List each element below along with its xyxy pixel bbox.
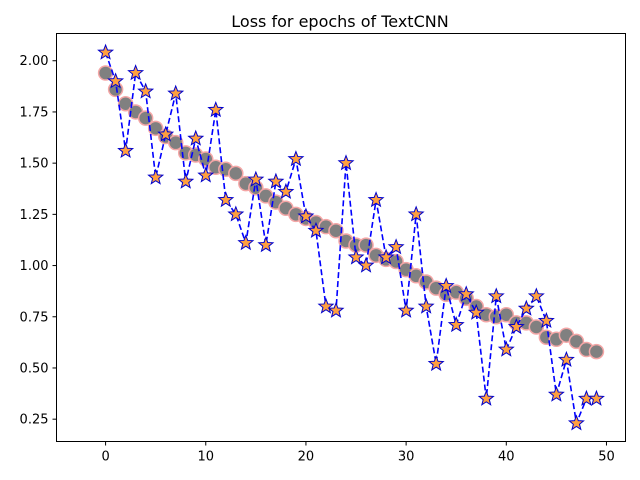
star-point <box>187 129 205 146</box>
star-point <box>217 191 235 208</box>
star-point <box>107 72 125 89</box>
star-point <box>377 248 395 265</box>
x-tick-label: 20 <box>298 450 315 465</box>
star-point <box>97 43 115 60</box>
star-point <box>587 389 605 406</box>
y-tick-label: 0.75 <box>20 310 49 325</box>
star-point <box>547 385 565 402</box>
y-axis: 0.25 0.50 0.75 1.00 1.25 1.50 1.75 2.00 <box>20 54 57 428</box>
star-point <box>467 303 485 320</box>
star-point <box>347 248 365 265</box>
star-point <box>367 191 385 208</box>
circle-point <box>228 165 244 182</box>
circle-point <box>97 65 114 81</box>
x-tick-label: 0 <box>101 450 109 465</box>
star-point <box>277 182 295 200</box>
y-tick-label: 1.00 <box>20 259 49 274</box>
star-point <box>407 205 425 222</box>
x-tick-label: 10 <box>197 450 214 465</box>
star-point <box>557 350 575 367</box>
star-point <box>247 170 265 187</box>
star-point <box>157 125 175 142</box>
star-point <box>257 236 275 253</box>
star-point <box>357 256 375 273</box>
chart-title: Loss for epochs of TextCNN <box>231 12 448 31</box>
circle-point <box>167 134 184 151</box>
circle-point <box>328 222 344 239</box>
star-point <box>227 205 245 222</box>
x-axis: 0 10 20 30 40 50 <box>101 441 615 465</box>
circle-point <box>198 151 214 167</box>
star-point <box>167 84 185 101</box>
star-point <box>397 301 415 318</box>
star-point <box>447 316 465 333</box>
star-point <box>497 340 515 357</box>
star-point <box>317 297 335 314</box>
circle-point <box>528 319 545 335</box>
y-tick-label: 2.00 <box>20 54 49 69</box>
star-point <box>117 141 135 159</box>
y-tick-label: 1.25 <box>20 208 49 223</box>
y-tick-label: 0.50 <box>20 361 49 376</box>
star-point <box>267 172 285 189</box>
y-tick-label: 1.75 <box>20 105 49 120</box>
star-point <box>427 354 445 372</box>
star-point <box>207 101 225 118</box>
star-point <box>287 150 305 167</box>
star-point <box>457 285 475 302</box>
x-tick-label: 40 <box>498 450 515 465</box>
series-stars <box>97 43 605 431</box>
y-tick-label: 1.50 <box>20 157 49 172</box>
star-point <box>537 311 555 329</box>
star-point <box>417 297 435 314</box>
star-point <box>387 238 405 255</box>
star-point <box>297 207 315 224</box>
star-point <box>137 82 155 99</box>
star-point <box>477 389 495 406</box>
star-point <box>437 277 455 294</box>
circle-point <box>588 343 605 360</box>
star-point <box>127 64 145 81</box>
star-point <box>567 414 585 431</box>
circle-point <box>568 333 585 350</box>
circle-point <box>117 96 134 112</box>
star-point <box>517 299 535 316</box>
star-point <box>197 166 215 183</box>
star-point <box>177 172 195 189</box>
star-point <box>327 301 345 318</box>
plot-frame <box>56 33 626 442</box>
star-point <box>487 287 505 304</box>
x-tick-label: 50 <box>598 450 615 465</box>
star-point <box>307 221 325 238</box>
star-point <box>237 234 255 251</box>
x-tick-label: 30 <box>398 450 415 465</box>
star-point <box>337 154 355 171</box>
star-point <box>527 287 545 304</box>
star-point <box>507 318 525 335</box>
y-tick-label: 0.25 <box>20 413 49 428</box>
star-point <box>147 168 165 185</box>
